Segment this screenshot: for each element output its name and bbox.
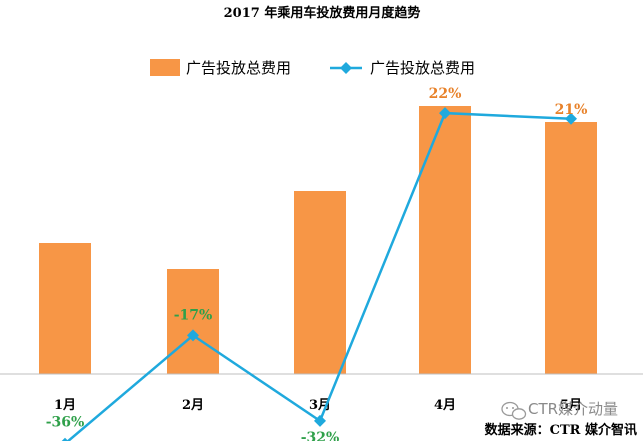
x-tick-label: 2月: [182, 398, 204, 413]
bar-2: [167, 269, 219, 374]
legend-bar-label: 广告投放总费用: [186, 59, 291, 77]
watermark-text: CTR媒介动量: [528, 400, 618, 418]
bar-1: [39, 243, 91, 374]
bar-5: [545, 122, 597, 374]
line-point-5: [565, 112, 577, 125]
bars-group: [39, 106, 597, 374]
source-text: 数据来源：CTR 媒介智讯: [485, 422, 637, 438]
legend: 广告投放总费用 广告投放总费用: [150, 59, 475, 77]
line-point-3: [314, 414, 326, 427]
bar-data-label: 22%: [429, 86, 462, 102]
data-labels-group: 22% 21% -36% -17% -32%: [46, 86, 588, 441]
bar-4: [419, 106, 471, 374]
line-point-1: [61, 437, 69, 441]
line-point-2: [187, 329, 199, 342]
bar-3: [294, 191, 346, 374]
line-data-label: -36%: [46, 415, 85, 431]
line-point-4: [439, 107, 451, 120]
legend-line-label: 广告投放总费用: [370, 59, 475, 77]
legend-bar-swatch: [150, 59, 180, 76]
x-tick-label: 4月: [434, 398, 456, 413]
chart-title: 2017 年乘用车投放费用月度趋势: [224, 5, 421, 21]
line-series-group: [61, 107, 577, 441]
line-data-label: -32%: [301, 430, 340, 441]
legend-line-marker: [340, 62, 352, 74]
x-tick-label: 5月: [560, 398, 582, 413]
x-tick-label: 1月: [54, 398, 76, 413]
bar-data-label: 21%: [555, 102, 588, 118]
line-data-label: -17%: [174, 307, 213, 323]
watermark: CTR媒介动量: [501, 400, 618, 420]
wechat-icon: [501, 401, 527, 420]
